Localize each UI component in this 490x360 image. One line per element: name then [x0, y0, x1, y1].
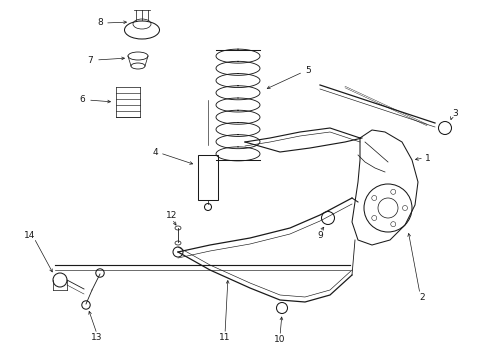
Text: 1: 1	[425, 153, 431, 162]
Text: 12: 12	[166, 211, 178, 220]
Text: 10: 10	[274, 336, 286, 345]
Text: 13: 13	[91, 333, 103, 342]
Text: 8: 8	[97, 18, 103, 27]
Text: 7: 7	[87, 55, 93, 64]
Text: 11: 11	[219, 333, 231, 342]
Text: 6: 6	[79, 95, 85, 104]
Bar	[198, 155, 218, 200]
Text: 9: 9	[317, 230, 323, 239]
Text: 3: 3	[452, 108, 458, 117]
Text: 2: 2	[419, 293, 425, 302]
Text: 4: 4	[152, 148, 158, 157]
Text: 5: 5	[305, 66, 311, 75]
Text: 14: 14	[24, 230, 36, 239]
